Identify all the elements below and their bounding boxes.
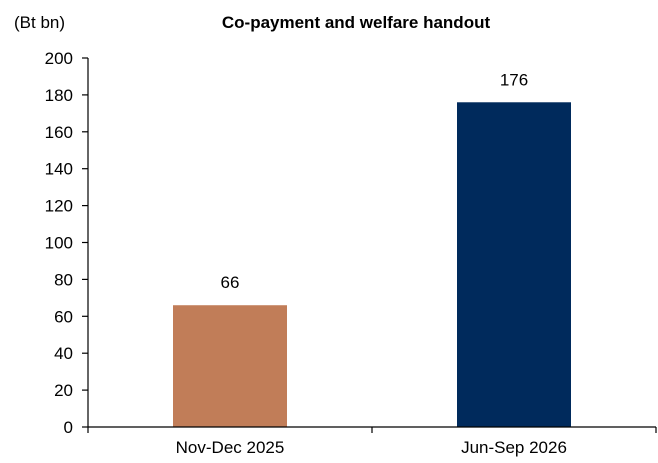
y-tick-label: 100	[45, 234, 73, 253]
data-labels: 66 176	[221, 70, 529, 292]
y-tick-label: 20	[54, 381, 73, 400]
y-axis-ticks: 0 20 40 60 80 100 120 140 160 180 200	[45, 49, 88, 437]
y-tick-label: 40	[54, 344, 73, 363]
y-axis-unit-label: (Bt bn)	[14, 13, 65, 32]
bars	[173, 102, 571, 427]
bar	[173, 305, 287, 427]
y-tick-label: 140	[45, 160, 73, 179]
y-tick-label: 180	[45, 86, 73, 105]
data-label: 176	[500, 70, 528, 89]
data-label: 66	[221, 273, 240, 292]
y-tick-label: 200	[45, 49, 73, 68]
y-tick-label: 120	[45, 197, 73, 216]
x-category-label: Jun-Sep 2026	[461, 438, 567, 457]
x-category-label: Nov-Dec 2025	[176, 438, 285, 457]
y-tick-label: 80	[54, 270, 73, 289]
chart-title: Co-payment and welfare handout	[222, 13, 491, 32]
bar	[457, 102, 571, 427]
y-tick-label: 0	[64, 418, 73, 437]
x-axis-categories: Nov-Dec 2025 Jun-Sep 2026	[87, 427, 657, 457]
y-tick-label: 60	[54, 307, 73, 326]
y-tick-label: 160	[45, 123, 73, 142]
